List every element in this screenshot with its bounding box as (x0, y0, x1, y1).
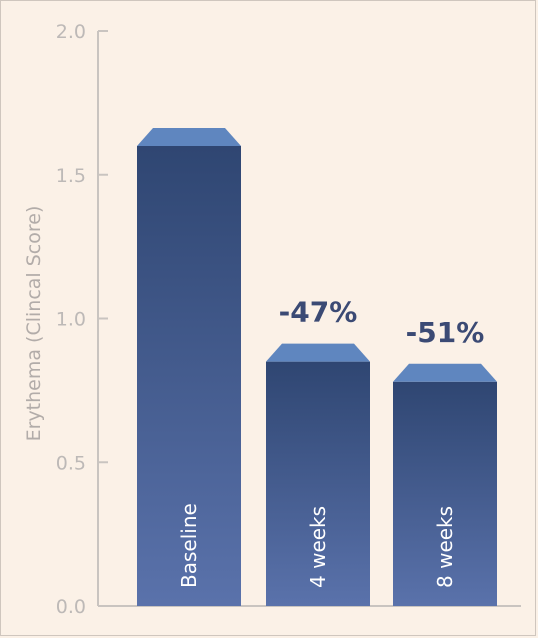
bar-cap (393, 363, 497, 382)
bar (393, 381, 497, 606)
bar-labels: Baseline 4 weeks 8 weeks (177, 503, 457, 588)
change-annotation: -47% (279, 296, 358, 329)
bar-cap (266, 343, 370, 362)
bar (137, 146, 241, 606)
y-tick-label: 1.5 (56, 165, 86, 187)
bar-category-label: 4 weeks (306, 506, 330, 588)
bar-category-label: 8 weeks (433, 506, 457, 588)
y-tick-label: 0.5 (56, 452, 86, 474)
y-tick-label: 0.0 (56, 596, 86, 618)
bar-category-label: Baseline (177, 503, 201, 588)
annotations: -47% -51% (279, 296, 485, 349)
change-annotation: -51% (406, 316, 485, 349)
y-tick-label: 1.0 (56, 309, 86, 331)
y-axis-label: Erythema (Clincal Score) (23, 206, 45, 442)
bars (137, 128, 497, 606)
bar-cap (137, 128, 241, 146)
y-ticks: 0.0 0.5 1.0 1.5 2.0 (56, 21, 108, 618)
bar (266, 361, 370, 606)
y-tick-label: 2.0 (56, 21, 86, 43)
